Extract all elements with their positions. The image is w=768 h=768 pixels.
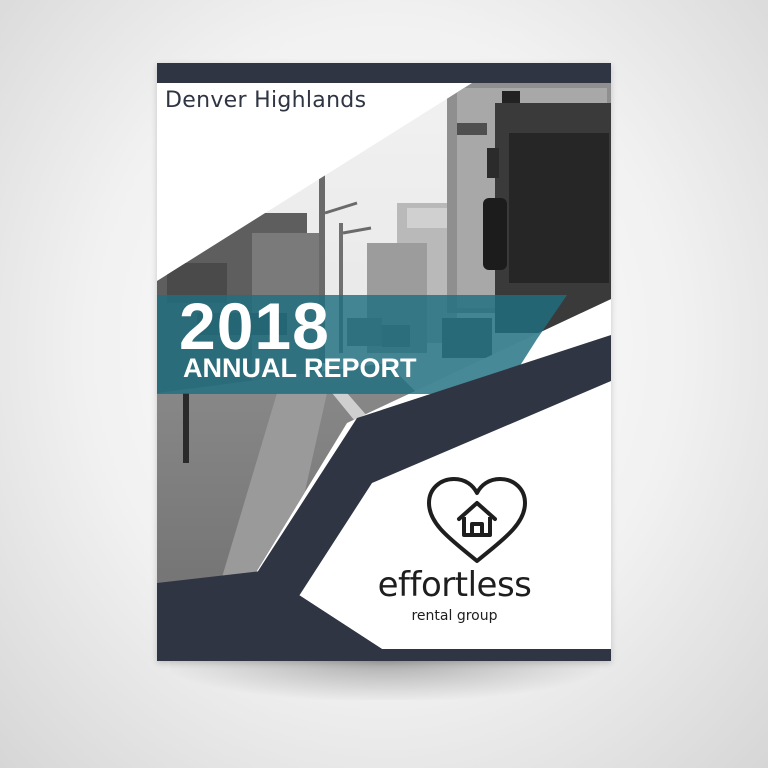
brand-name: effortless xyxy=(377,565,532,605)
report-title: ANNUAL REPORT xyxy=(183,353,417,383)
heart-house-icon xyxy=(427,477,527,563)
title-band xyxy=(157,295,567,394)
top-band xyxy=(157,63,611,83)
cover-artwork xyxy=(157,63,611,661)
report-year: 2018 xyxy=(179,289,330,363)
community-name: Denver Highlands xyxy=(165,88,367,113)
brand-tagline: rental group xyxy=(411,608,498,624)
report-cover: Denver Highlands 2018 ANNUAL REPORT effo… xyxy=(157,63,611,661)
corner-triangle xyxy=(157,571,611,661)
diagonal-stripe xyxy=(200,335,611,661)
